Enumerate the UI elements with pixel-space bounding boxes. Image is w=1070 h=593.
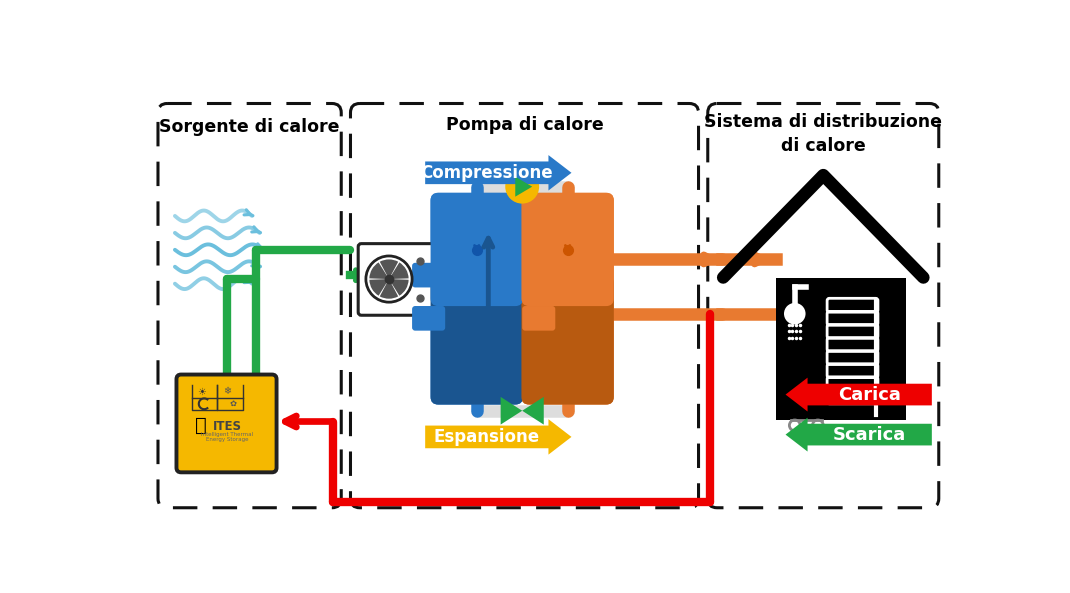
Polygon shape bbox=[522, 397, 544, 425]
Polygon shape bbox=[516, 177, 532, 197]
FancyBboxPatch shape bbox=[521, 193, 614, 306]
Text: ☀: ☀ bbox=[197, 387, 205, 397]
FancyBboxPatch shape bbox=[430, 193, 523, 306]
Wedge shape bbox=[389, 263, 409, 279]
Text: Pompa di calore: Pompa di calore bbox=[445, 116, 603, 134]
FancyBboxPatch shape bbox=[358, 244, 440, 315]
Circle shape bbox=[505, 170, 539, 203]
Wedge shape bbox=[380, 279, 398, 299]
Text: 🧠: 🧠 bbox=[195, 416, 207, 435]
Polygon shape bbox=[425, 155, 571, 190]
FancyBboxPatch shape bbox=[522, 306, 555, 331]
Text: Scarica: Scarica bbox=[834, 426, 906, 444]
Text: Sorgente di calore: Sorgente di calore bbox=[159, 117, 340, 136]
Text: Intelligent Thermal
Energy Storage: Intelligent Thermal Energy Storage bbox=[201, 432, 254, 442]
FancyBboxPatch shape bbox=[430, 193, 523, 404]
Wedge shape bbox=[369, 279, 389, 296]
Text: Espansione: Espansione bbox=[433, 428, 540, 446]
Wedge shape bbox=[389, 279, 409, 296]
FancyBboxPatch shape bbox=[430, 275, 523, 404]
FancyBboxPatch shape bbox=[177, 375, 276, 473]
Wedge shape bbox=[369, 263, 389, 279]
Wedge shape bbox=[380, 259, 398, 279]
FancyBboxPatch shape bbox=[412, 263, 445, 288]
Bar bbox=[776, 278, 906, 420]
Circle shape bbox=[784, 303, 806, 324]
FancyBboxPatch shape bbox=[521, 275, 614, 404]
Polygon shape bbox=[501, 397, 522, 425]
Text: ✿: ✿ bbox=[230, 398, 236, 407]
Polygon shape bbox=[785, 417, 932, 451]
Polygon shape bbox=[425, 419, 571, 455]
FancyBboxPatch shape bbox=[521, 193, 614, 404]
Text: Carica: Carica bbox=[838, 385, 901, 404]
FancyBboxPatch shape bbox=[412, 306, 445, 331]
FancyBboxPatch shape bbox=[522, 263, 555, 288]
Text: Compressione: Compressione bbox=[421, 164, 553, 182]
Text: ❄: ❄ bbox=[224, 387, 231, 397]
Text: Sistema di distribuzione
di calore: Sistema di distribuzione di calore bbox=[704, 113, 943, 155]
Polygon shape bbox=[785, 378, 932, 412]
Text: ITES: ITES bbox=[213, 420, 242, 433]
